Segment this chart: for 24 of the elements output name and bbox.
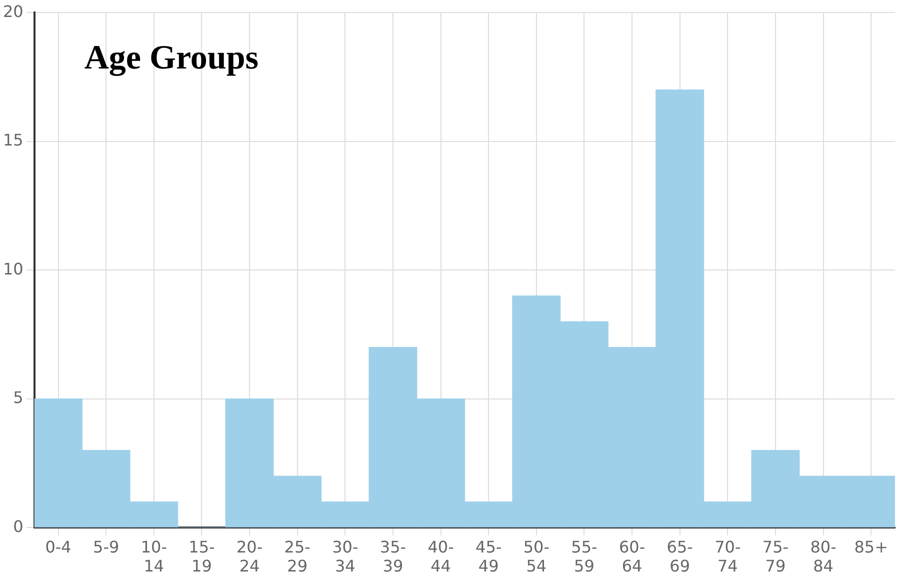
x-tick-label: 85+ [854, 537, 888, 556]
y-tick-label: 10 [3, 259, 24, 278]
x-tick-label: 30-34 [332, 537, 358, 576]
y-tick-label: 5 [13, 388, 24, 408]
x-tick-label: 40-44 [428, 537, 454, 576]
x-tick-label: 75-79 [762, 537, 789, 576]
x-tick-label: 45-49 [476, 537, 502, 576]
text: Age Groups [84, 39, 258, 76]
x-tick-label: 70-74 [714, 537, 741, 576]
x-tick-label: 20-24 [236, 537, 263, 576]
y-tick-label: 15 [3, 130, 24, 150]
x-tick-label: 50-54 [523, 537, 550, 576]
y-tick-label: 0 [13, 516, 24, 536]
x-tick-label: 10-14 [140, 537, 167, 576]
y-tick-label: 20 [3, 2, 24, 21]
x-tick-label: 25-29 [284, 537, 310, 576]
x-tick-label: 55-59 [571, 537, 598, 576]
x-tick-label: 35-39 [380, 537, 406, 576]
x-tick-label: 5-9 [93, 537, 120, 556]
x-tick-label: 0-4 [45, 537, 72, 556]
x-tick-label: 60-64 [618, 537, 646, 576]
x-tick-label: 15-19 [188, 537, 215, 576]
x-tick-label: 65-69 [666, 537, 693, 576]
x-tick-label: 80-84 [810, 537, 836, 576]
